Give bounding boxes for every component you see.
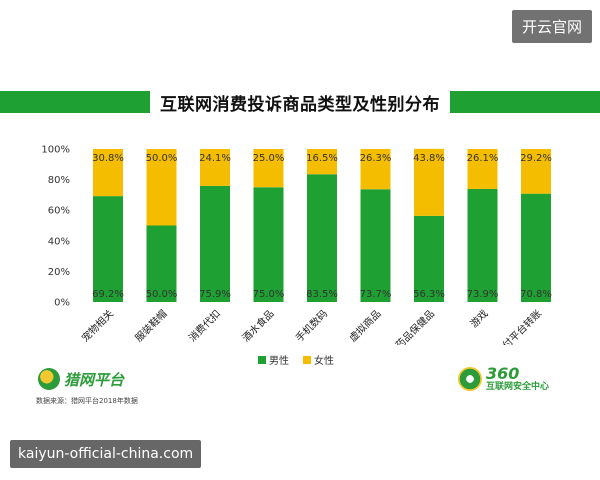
x-tick-label: 酒水食品 bbox=[239, 307, 276, 344]
x-tick-label: 服装鞋帽 bbox=[132, 307, 169, 344]
legend-item-female: 女性 bbox=[303, 352, 334, 367]
data-label-male: 83.5% bbox=[306, 289, 338, 300]
legend-swatch-male bbox=[258, 355, 266, 364]
data-label-female: 43.8% bbox=[413, 153, 445, 164]
data-label-female: 26.1% bbox=[467, 153, 499, 164]
data-label-female: 25.0% bbox=[253, 153, 285, 164]
logo-360-subtitle: 互联网安全中心 bbox=[486, 381, 550, 392]
bar-male bbox=[414, 215, 444, 302]
y-tick-label: 60% bbox=[48, 206, 70, 217]
y-tick-label: 100% bbox=[41, 145, 70, 156]
y-tick-label: 40% bbox=[48, 236, 70, 247]
data-label-female: 50.0% bbox=[146, 153, 178, 164]
bar-female bbox=[467, 149, 498, 189]
watermark-top: 开云官网 bbox=[511, 10, 592, 43]
lieweb-logo-icon bbox=[38, 368, 60, 390]
data-label-male: 69.2% bbox=[92, 289, 124, 300]
y-tick-label: 80% bbox=[48, 175, 70, 186]
bar-female bbox=[253, 149, 284, 188]
bar-male bbox=[200, 185, 230, 302]
legend-swatch-female bbox=[303, 355, 311, 364]
x-tick-label: 药品保健品 bbox=[393, 307, 438, 345]
legend-label-male: 男性 bbox=[269, 356, 289, 367]
x-tick-label: 手机数码 bbox=[293, 307, 330, 344]
y-tick-label: 0% bbox=[54, 298, 70, 309]
y-tick-label: 20% bbox=[48, 267, 70, 278]
bar-female bbox=[93, 149, 123, 197]
data-label-female: 30.8% bbox=[92, 153, 124, 164]
x-tick-label: 消费代扣 bbox=[186, 307, 223, 344]
data-label-male: 75.0% bbox=[253, 289, 285, 300]
bar-female bbox=[307, 149, 337, 175]
data-label-female: 24.1% bbox=[199, 153, 231, 164]
legend-label-female: 女性 bbox=[314, 356, 334, 367]
data-label-male: 73.9% bbox=[467, 289, 499, 300]
data-label-male: 50.0% bbox=[146, 289, 178, 300]
data-label-female: 16.5% bbox=[306, 153, 338, 164]
chart-title: 互联网消费投诉商品类型及性别分布 bbox=[150, 88, 450, 116]
logo-360-icon bbox=[458, 367, 482, 392]
legend-item-male: 男性 bbox=[258, 352, 289, 367]
data-label-female: 26.3% bbox=[360, 153, 392, 164]
data-label-female: 29.2% bbox=[520, 153, 552, 164]
bar-male bbox=[253, 187, 284, 302]
bar-female bbox=[360, 149, 391, 190]
x-tick-label: 宠物相关 bbox=[79, 307, 116, 344]
lieweb-logo-text: 猎网平台 bbox=[64, 370, 125, 389]
bar-female bbox=[521, 149, 551, 194]
legend: 男性 女性 bbox=[258, 352, 334, 367]
logo-360: 360 互联网安全中心 bbox=[458, 364, 550, 392]
bar-male bbox=[521, 193, 551, 302]
data-label-male: 73.7% bbox=[360, 289, 392, 300]
x-tick-label: 支付平台转账 bbox=[493, 307, 545, 345]
bar-male bbox=[146, 225, 177, 302]
logo-360-number: 360 bbox=[486, 364, 520, 383]
bar-female bbox=[414, 148, 444, 216]
data-label-male: 75.9% bbox=[199, 289, 231, 300]
source-note: 数据来源：猎网平台2018年数据 bbox=[36, 397, 138, 405]
bar-female bbox=[200, 149, 230, 186]
bar-female bbox=[146, 149, 177, 226]
watermark-bottom: kaiyun-official-china.com bbox=[10, 440, 202, 468]
header-band bbox=[0, 0, 600, 88]
data-label-male: 70.8% bbox=[520, 289, 552, 300]
bar-chart: 0% 20% 40% 60% 80% 100% 30.8% 69.2% 宠物相关 50.0% 50.… bbox=[41, 145, 552, 346]
bar-male bbox=[93, 196, 123, 302]
bar-male bbox=[360, 189, 391, 302]
lieweb-logo: 猎网平台 bbox=[38, 368, 124, 390]
data-label-male: 56.3% bbox=[413, 289, 445, 300]
bar-male bbox=[307, 174, 337, 302]
bar-male bbox=[467, 188, 498, 302]
x-tick-label: 虚拟商品 bbox=[346, 307, 383, 344]
x-tick-label: 游戏 bbox=[467, 307, 490, 330]
